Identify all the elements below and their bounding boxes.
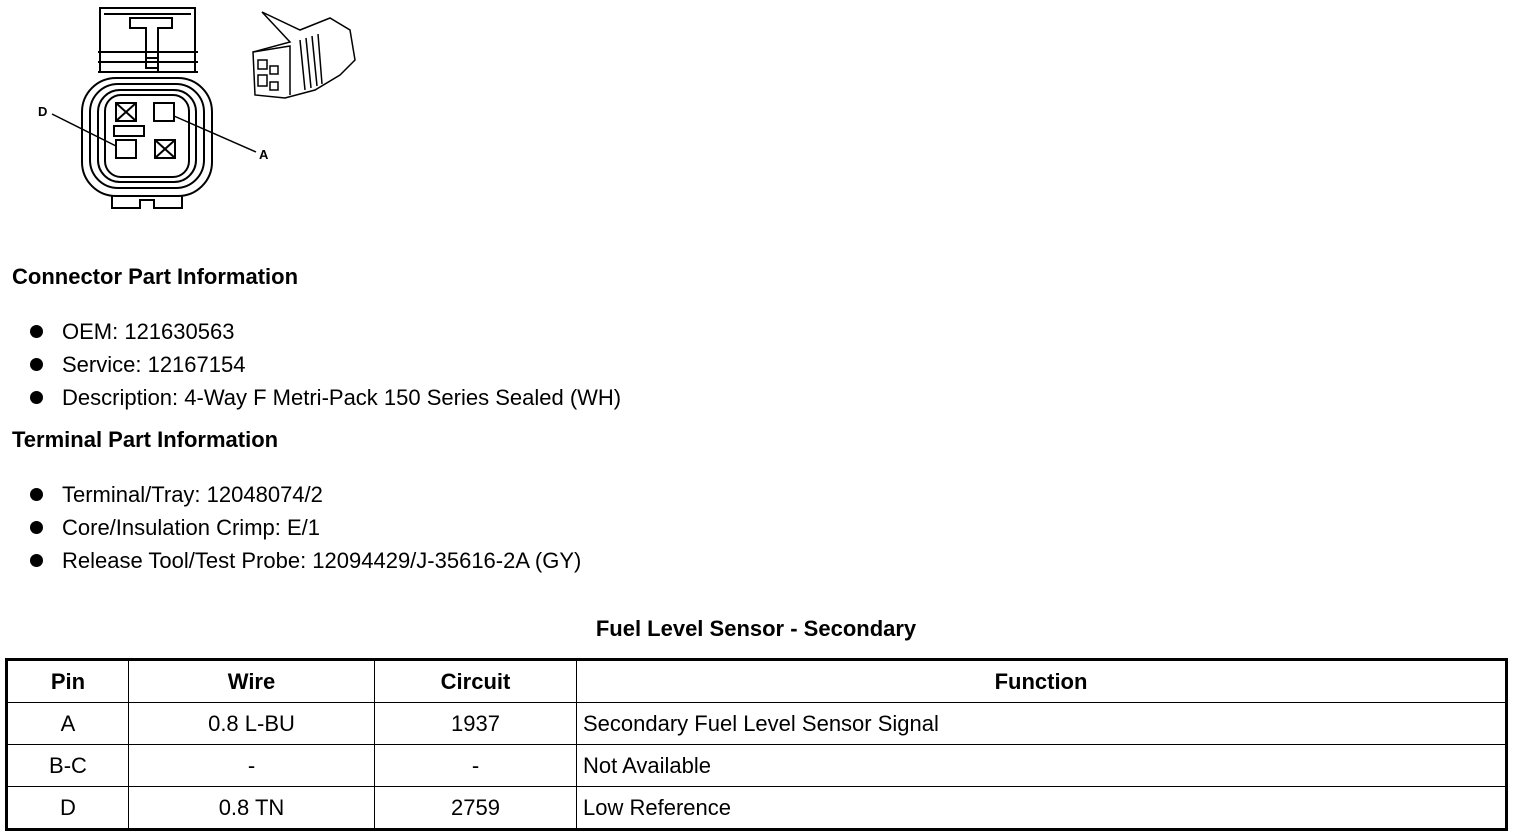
list-item-text: Service: 12167154 — [62, 352, 246, 377]
bullet-icon — [30, 358, 43, 371]
connector-face-diagram: D A — [38, 7, 356, 209]
table-title: Fuel Level Sensor - Secondary — [595, 616, 917, 641]
table-header-row: Pin Wire Circuit Function — [6, 659, 1507, 703]
list-item-text: Release Tool/Test Probe: 12094429/J-3561… — [62, 548, 582, 573]
cell-pin: A — [6, 702, 129, 745]
pin-label-a: A — [259, 147, 269, 162]
terminal-part-information-heading: Terminal Part Information — [12, 427, 279, 452]
bullet-icon — [30, 521, 43, 534]
header-wire: Wire — [128, 659, 375, 703]
list-item: Release Tool/Test Probe: 12094429/J-3561… — [28, 544, 581, 577]
cell-function: Low Reference — [576, 786, 1507, 830]
table-row: A 0.8 L-BU 1937 Secondary Fuel Level Sen… — [6, 702, 1507, 745]
list-item-text: Description: 4-Way F Metri-Pack 150 Seri… — [62, 385, 622, 410]
connector-front-view — [51, 7, 257, 209]
list-item: Core/Insulation Crimp: E/1 — [28, 511, 581, 544]
header-pin: Pin — [6, 659, 129, 703]
cell-circuit: 1937 — [374, 702, 577, 745]
header-circuit: Circuit — [374, 659, 577, 703]
cell-function: Not Available — [576, 744, 1507, 787]
bullet-icon — [30, 554, 43, 567]
cell-pin: B-C — [6, 744, 129, 787]
bullet-icon — [30, 391, 43, 404]
bullet-icon — [30, 325, 43, 338]
cell-pin: D — [6, 786, 129, 830]
pin-label-d: D — [38, 104, 47, 119]
terminal-part-list: Terminal/Tray: 12048074/2 Core/Insulatio… — [28, 478, 581, 577]
cell-wire: 0.8 L-BU — [128, 702, 375, 745]
pinout-table: Pin Wire Circuit Function A 0.8 L-BU 193… — [5, 658, 1508, 831]
list-item: Description: 4-Way F Metri-Pack 150 Seri… — [28, 381, 621, 414]
connector-part-list: OEM: 121630563 Service: 12167154 Descrip… — [28, 315, 621, 414]
list-item: Terminal/Tray: 12048074/2 — [28, 478, 581, 511]
list-item-text: OEM: 121630563 — [62, 319, 235, 344]
list-item-text: Core/Insulation Crimp: E/1 — [62, 515, 320, 540]
cell-circuit: - — [374, 744, 577, 787]
table-row: D 0.8 TN 2759 Low Reference — [6, 786, 1507, 830]
list-item: Service: 12167154 — [28, 348, 621, 381]
cell-wire: 0.8 TN — [128, 786, 375, 830]
pin-cavities — [113, 102, 176, 159]
cell-circuit: 2759 — [374, 786, 577, 830]
connector-isometric-view — [252, 11, 356, 99]
list-item: OEM: 121630563 — [28, 315, 621, 348]
cell-function: Secondary Fuel Level Sensor Signal — [576, 702, 1507, 745]
header-function: Function — [576, 659, 1507, 703]
cell-wire: - — [128, 744, 375, 787]
bullet-icon — [30, 488, 43, 501]
table-row: B-C - - Not Available — [6, 744, 1507, 787]
list-item-text: Terminal/Tray: 12048074/2 — [62, 482, 323, 507]
connector-part-information-heading: Connector Part Information — [12, 264, 299, 289]
